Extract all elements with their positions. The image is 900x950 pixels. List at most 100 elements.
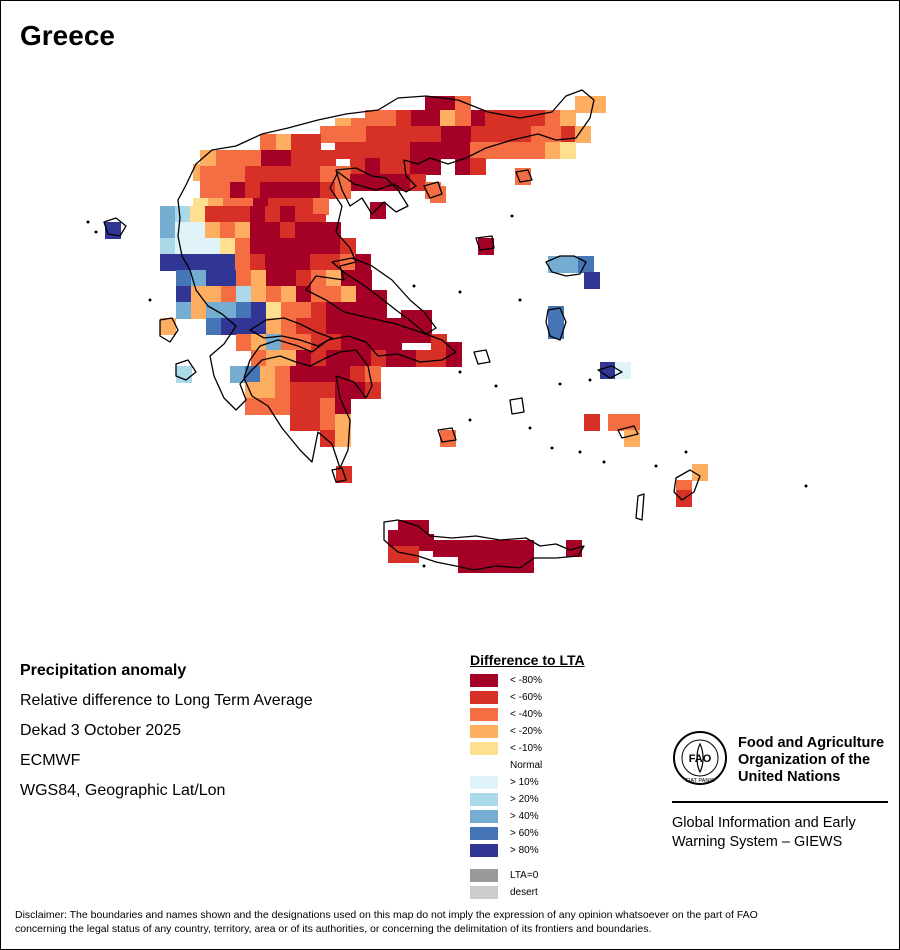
anomaly-cell xyxy=(260,150,276,167)
map-info: Precipitation anomaly Relative differenc… xyxy=(20,656,313,806)
anomaly-cell xyxy=(275,382,291,399)
anomaly-cell xyxy=(206,302,222,319)
anomaly-cell xyxy=(176,286,192,303)
anomaly-cell xyxy=(175,238,191,255)
islet xyxy=(148,298,152,302)
anomaly-cell xyxy=(473,556,489,573)
anomaly-cell xyxy=(160,254,176,271)
anomaly-cell xyxy=(410,142,426,159)
anomaly-cell xyxy=(176,270,192,287)
anomaly-cell xyxy=(380,110,396,127)
anomaly-cell xyxy=(395,158,411,175)
anomaly-cell xyxy=(305,382,321,399)
anomaly-grid xyxy=(105,96,708,573)
anomaly-cell xyxy=(386,350,402,367)
legend-label: < -60% xyxy=(510,692,542,703)
anomaly-cell xyxy=(416,350,432,367)
kefalonia-outline xyxy=(159,317,179,343)
anomaly-cell xyxy=(608,414,624,431)
anomaly-cell xyxy=(455,142,471,159)
anomaly-cell xyxy=(425,126,441,143)
islet xyxy=(412,284,416,288)
anomaly-cell xyxy=(275,398,291,415)
anomaly-cell xyxy=(305,182,321,199)
rhodes-outline xyxy=(673,469,701,501)
thasos-outline xyxy=(423,181,443,199)
anomaly-cell xyxy=(388,530,404,547)
disclaimer-line: Disclaimer: The boundaries and names sho… xyxy=(15,909,758,921)
anomaly-cell xyxy=(455,110,471,127)
anomaly-cell xyxy=(320,182,336,199)
anomaly-cell xyxy=(250,206,266,223)
anomaly-cell xyxy=(310,238,326,255)
anomaly-cell xyxy=(425,158,441,175)
anomaly-cell xyxy=(341,270,357,287)
anomaly-cell xyxy=(251,270,267,287)
anomaly-cell xyxy=(365,158,381,175)
anomaly-cell xyxy=(190,222,206,239)
fao-name-line: United Nations xyxy=(738,769,841,785)
legend-swatch xyxy=(470,759,498,772)
anomaly-cell xyxy=(584,272,600,289)
anomaly-cell xyxy=(280,238,296,255)
peloponnese-gulf-outline xyxy=(249,317,333,347)
legend-swatch xyxy=(470,674,498,687)
anomaly-cell xyxy=(431,334,447,351)
anomaly-cell xyxy=(290,182,306,199)
anomaly-cell xyxy=(281,302,297,319)
anomaly-cell xyxy=(560,126,576,143)
fao-logo-motto: FIAT PANIS xyxy=(685,778,714,784)
andros-outline xyxy=(473,349,491,365)
anomaly-cell xyxy=(320,398,336,415)
anomaly-cell xyxy=(280,206,296,223)
anomaly-cell xyxy=(350,126,366,143)
legend-label: > 20% xyxy=(510,794,539,805)
fao-name: Food and Agriculture Organization of the… xyxy=(738,735,898,786)
anomaly-cell xyxy=(245,382,261,399)
anomaly-cell xyxy=(356,334,372,351)
crete-outline xyxy=(383,519,585,571)
giews-line: Global Information and Early xyxy=(672,815,856,831)
anomaly-cell xyxy=(220,254,236,271)
legend-swatch xyxy=(470,886,498,899)
info-heading: Precipitation anomaly xyxy=(20,662,187,679)
anomaly-cell xyxy=(265,254,281,271)
anomaly-cell xyxy=(430,186,446,203)
anomaly-cell xyxy=(160,238,176,255)
legend-item: < -80% xyxy=(470,672,585,689)
legend-label: < -80% xyxy=(510,675,542,686)
anomaly-cell xyxy=(221,286,237,303)
anomaly-cell xyxy=(281,286,297,303)
anomaly-cell xyxy=(281,350,297,367)
legend-label: desert xyxy=(510,887,538,898)
anomaly-cell xyxy=(545,110,561,127)
anomaly-cell xyxy=(200,150,216,167)
anomaly-cell xyxy=(296,270,312,287)
fao-name-line: Food and Agriculture xyxy=(738,735,885,751)
legend-swatch xyxy=(470,844,498,857)
anomaly-cell xyxy=(395,142,411,159)
anomaly-cell xyxy=(290,166,306,183)
anomaly-cell xyxy=(478,238,494,255)
anomaly-cell xyxy=(326,302,342,319)
anomaly-cell xyxy=(485,142,501,159)
anomaly-cell xyxy=(371,318,387,335)
anomaly-cell xyxy=(311,350,327,367)
anomaly-cell xyxy=(200,182,216,199)
anomaly-cell xyxy=(503,556,519,573)
anomaly-cell xyxy=(548,306,564,323)
anomaly-cell xyxy=(410,126,426,143)
anomaly-cell xyxy=(260,166,276,183)
anomaly-cell xyxy=(515,126,531,143)
kos-outline xyxy=(617,425,639,439)
anomaly-cell xyxy=(325,222,341,239)
anomaly-cell xyxy=(190,206,206,223)
anomaly-cell xyxy=(515,110,531,127)
anomaly-cell xyxy=(266,286,282,303)
anomaly-cell xyxy=(530,142,546,159)
anomaly-cell xyxy=(410,110,426,127)
anomaly-cell xyxy=(500,110,516,127)
anomaly-cell xyxy=(470,158,486,175)
anomaly-cell xyxy=(440,96,456,113)
disclaimer-line: concerning the legal status of any count… xyxy=(15,923,652,935)
